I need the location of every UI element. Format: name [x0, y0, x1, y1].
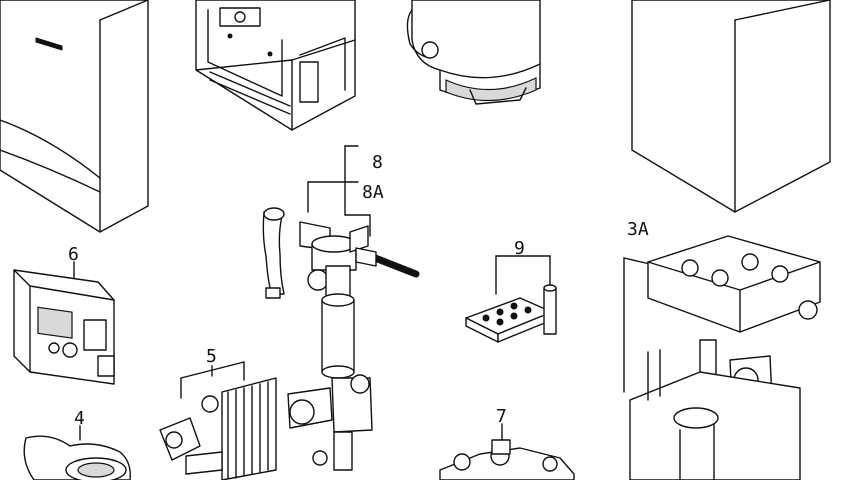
pipe-valve-assembly [262, 145, 420, 471]
label-part-7: 7 [496, 406, 507, 427]
water-cylinder [406, 0, 541, 105]
label-part-5: 5 [206, 346, 217, 367]
label-part-6: 6 [68, 244, 79, 265]
base-assembly [623, 235, 821, 480]
label-part-8a: 8A [362, 182, 384, 203]
burner-fan [23, 425, 131, 480]
label-part-9: 9 [514, 238, 525, 259]
control-unit [13, 261, 115, 385]
label-part-3a: 3A [627, 219, 649, 240]
boiler-chassis-frame [195, 0, 356, 131]
label-part-4: 4 [74, 408, 85, 429]
boiler-front-casing [0, 0, 149, 233]
manifold-assembly [439, 423, 575, 480]
spare-parts-kit [465, 255, 557, 343]
heat-exchanger [159, 361, 277, 480]
casing-side-panel [631, 0, 831, 213]
label-part-8: 8 [372, 152, 383, 173]
